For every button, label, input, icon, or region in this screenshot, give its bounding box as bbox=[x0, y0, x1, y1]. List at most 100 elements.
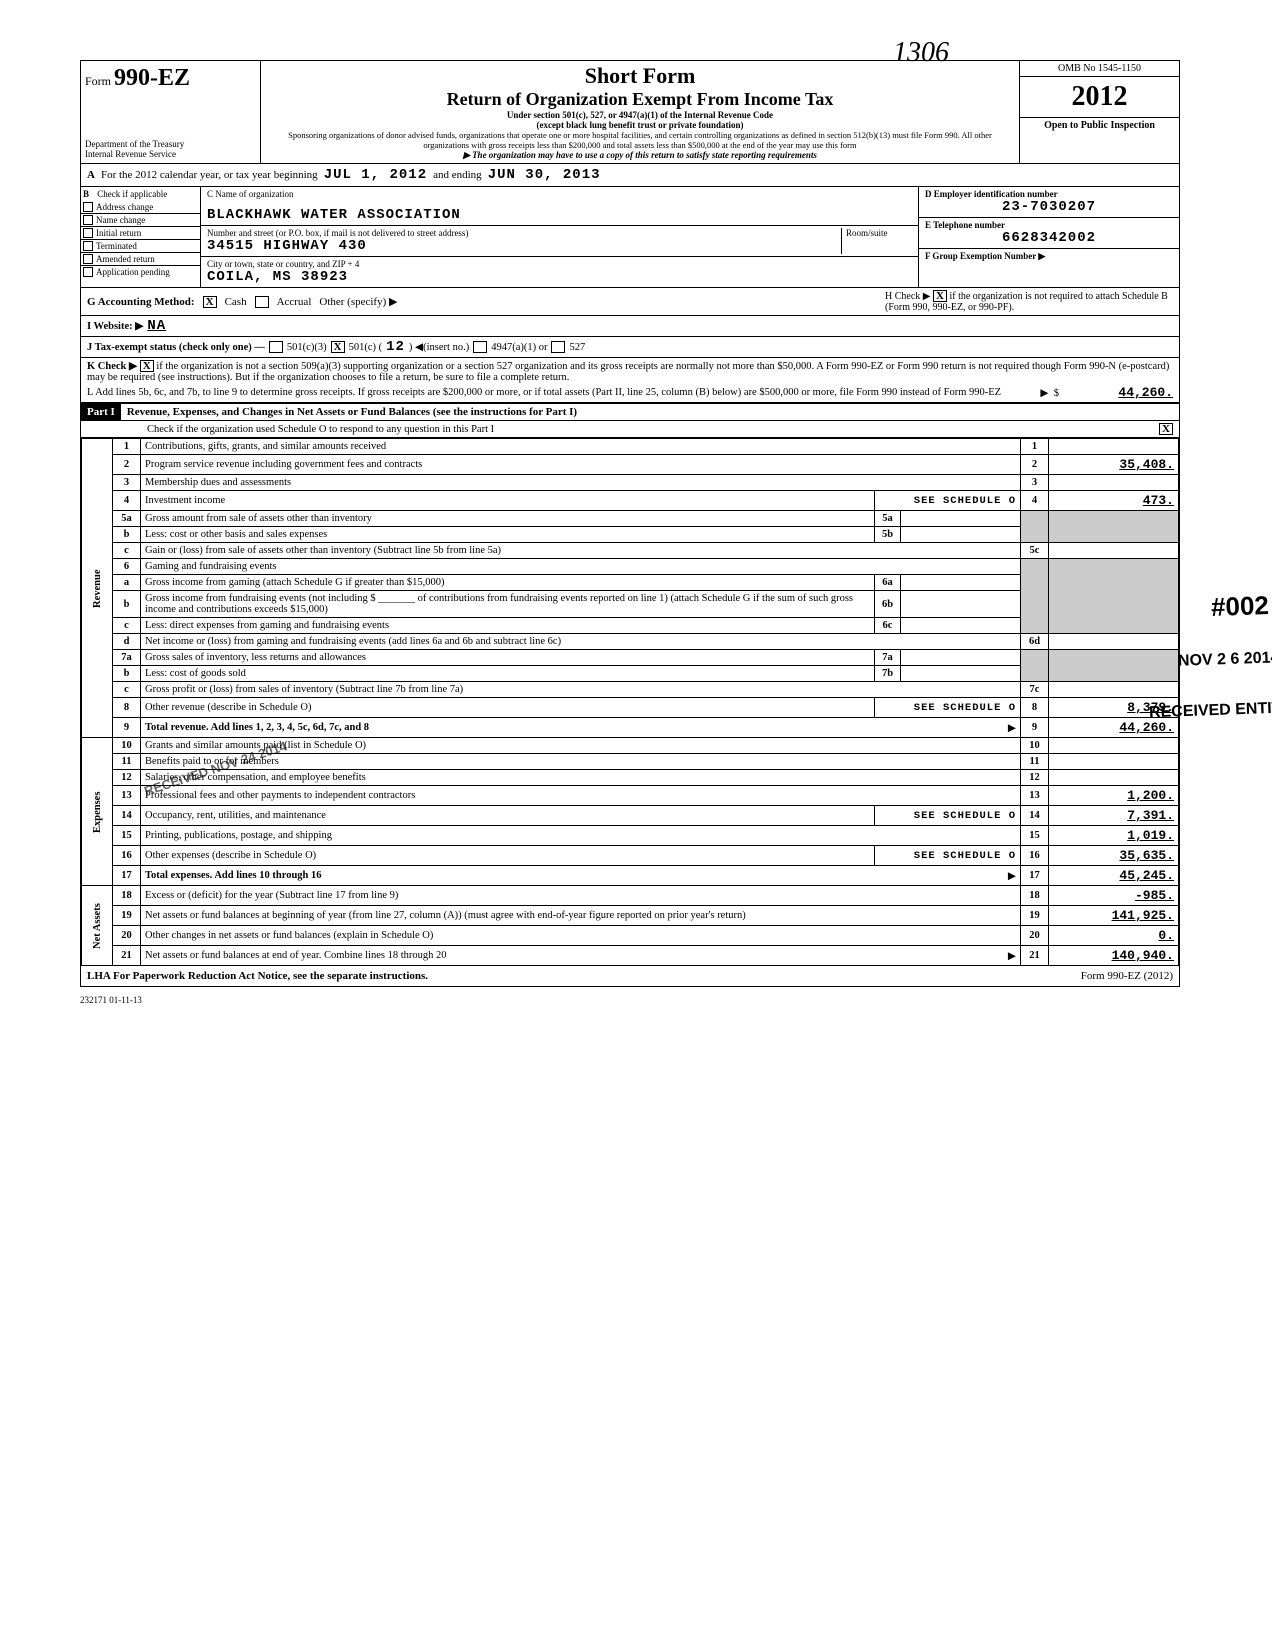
city-label: City or town, state or country, and ZIP … bbox=[207, 259, 912, 269]
table-row: aGross income from gaming (attach Schedu… bbox=[82, 575, 1179, 591]
chk-h[interactable] bbox=[933, 290, 947, 302]
form-header: Form 990-EZ Department of the Treasury I… bbox=[81, 61, 1179, 164]
table-row: Net Assets 18Excess or (deficit) for the… bbox=[82, 886, 1179, 906]
chk-app-pending[interactable] bbox=[83, 267, 93, 277]
chk-4947[interactable] bbox=[473, 341, 487, 353]
table-row: 17Total expenses. Add lines 10 through 1… bbox=[82, 866, 1179, 886]
footer-lha: LHA For Paperwork Reduction Act Notice, … bbox=[87, 970, 428, 982]
org-name: BLACKHAWK WATER ASSOCIATION bbox=[207, 207, 912, 223]
subtitle-4: The organization may have to use a copy … bbox=[267, 150, 1013, 161]
form-number: 990-EZ bbox=[114, 65, 190, 91]
table-row: 20Other changes in net assets or fund ba… bbox=[82, 926, 1179, 946]
part1-label: Part I bbox=[81, 404, 121, 420]
line-i-label: I Website: ▶ bbox=[87, 320, 143, 332]
table-row: 8Other revenue (describe in Schedule O)S… bbox=[82, 698, 1179, 718]
opt-name: Name change bbox=[96, 215, 145, 225]
line-l-text: L Add lines 5b, 6c, and 7b, to line 9 to… bbox=[87, 387, 1036, 398]
table-row: 5aGross amount from sale of assets other… bbox=[82, 511, 1179, 527]
table-row: 13Professional fees and other payments t… bbox=[82, 786, 1179, 806]
part1-title: Revenue, Expenses, and Changes in Net As… bbox=[121, 404, 583, 420]
box-e-label: E Telephone number bbox=[925, 220, 1005, 230]
table-row: bLess: cost or other basis and sales exp… bbox=[82, 527, 1179, 543]
box-b-label: Check if applicable bbox=[97, 189, 167, 199]
chk-accrual[interactable] bbox=[255, 296, 269, 308]
website: NA bbox=[147, 318, 166, 334]
table-row: Revenue 1Contributions, gifts, grants, a… bbox=[82, 439, 1179, 455]
line-i: I Website: ▶ NA bbox=[81, 316, 1179, 337]
chk-k[interactable] bbox=[140, 360, 154, 372]
addr-label: Number and street (or P.O. box, if mail … bbox=[207, 228, 837, 238]
side-revenue: Revenue bbox=[82, 439, 113, 738]
opt-terminated: Terminated bbox=[96, 241, 137, 251]
chk-527[interactable] bbox=[551, 341, 565, 353]
table-row: 4Investment incomeSEE SCHEDULE O4473. bbox=[82, 491, 1179, 511]
section-bcdef: B Check if applicable Address change Nam… bbox=[81, 187, 1179, 288]
line-k-text: K Check ▶ bbox=[87, 361, 137, 372]
chk-terminated[interactable] bbox=[83, 241, 93, 251]
table-row: 15Printing, publications, postage, and s… bbox=[82, 826, 1179, 846]
chk-address-change[interactable] bbox=[83, 202, 93, 212]
j-insert: ) ◀(insert no.) bbox=[409, 341, 469, 353]
j-501c3: 501(c)(3) bbox=[287, 342, 327, 353]
table-row: dNet income or (loss) from gaming and fu… bbox=[82, 634, 1179, 650]
box-c-label: C Name of organization bbox=[207, 189, 912, 199]
row-gh: G Accounting Method: Cash Accrual Other … bbox=[81, 288, 1179, 316]
telephone: 6628342002 bbox=[925, 230, 1173, 246]
part1-table: Revenue 1Contributions, gifts, grants, a… bbox=[81, 438, 1179, 966]
org-city: COILA, MS 38923 bbox=[207, 269, 912, 285]
row-a-mid: and ending bbox=[433, 169, 482, 181]
stamp-nov26: NOV 2 6 2014 bbox=[1177, 649, 1272, 671]
chk-initial-return[interactable] bbox=[83, 228, 93, 238]
table-row: 2Program service revenue including gover… bbox=[82, 455, 1179, 475]
table-row: bGross income from fundraising events (n… bbox=[82, 591, 1179, 618]
table-row: 6Gaming and fundraising events bbox=[82, 559, 1179, 575]
j-527: 527 bbox=[569, 342, 585, 353]
j-4947: 4947(a)(1) or bbox=[491, 342, 547, 353]
box-d-label: D Employer identification number bbox=[925, 189, 1058, 199]
table-row: 14Occupancy, rent, utilities, and mainte… bbox=[82, 806, 1179, 826]
table-row: cLess: direct expenses from gaming and f… bbox=[82, 618, 1179, 634]
box-b: B Check if applicable Address change Nam… bbox=[81, 187, 201, 287]
table-row: 3Membership dues and assessments3 bbox=[82, 475, 1179, 491]
year-begin: JUL 1, 2012 bbox=[324, 167, 427, 183]
table-row: cGross profit or (loss) from sales of in… bbox=[82, 682, 1179, 698]
handwritten-1306: 1306 bbox=[893, 37, 949, 69]
part1-check-row: Check if the organization used Schedule … bbox=[81, 421, 1179, 438]
side-expenses: Expenses bbox=[82, 738, 113, 886]
line-j-label: J Tax-exempt status (check only one) — bbox=[87, 342, 265, 353]
chk-amended[interactable] bbox=[83, 254, 93, 264]
form-990ez: 1306 Form 990-EZ Department of the Treas… bbox=[80, 60, 1180, 987]
dept-treasury: Department of the Treasury bbox=[85, 139, 256, 149]
box-c: C Name of organization BLACKHAWK WATER A… bbox=[201, 187, 919, 287]
line-h-text: H Check ▶ bbox=[885, 291, 930, 302]
footer-formref: Form 990-EZ (2012) bbox=[1081, 970, 1173, 982]
accrual-label: Accrual bbox=[277, 296, 312, 308]
header-left: Form 990-EZ Department of the Treasury I… bbox=[81, 61, 261, 163]
footer-code: 232171 01-11-13 bbox=[80, 995, 1212, 1005]
line-g-label: G Accounting Method: bbox=[87, 296, 195, 308]
chk-cash[interactable] bbox=[203, 296, 217, 308]
omb-number: OMB No 1545-1150 bbox=[1020, 61, 1179, 77]
box-def: D Employer identification number 23-7030… bbox=[919, 187, 1179, 287]
table-row: 16Other expenses (describe in Schedule O… bbox=[82, 846, 1179, 866]
chk-part1-scho[interactable] bbox=[1159, 423, 1173, 435]
part1-header: Part I Revenue, Expenses, and Changes in… bbox=[81, 403, 1179, 421]
chk-501c[interactable] bbox=[331, 341, 345, 353]
table-row: 19Net assets or fund balances at beginni… bbox=[82, 906, 1179, 926]
table-row: 12Salaries, other compensation, and empl… bbox=[82, 770, 1179, 786]
table-row: 7aGross sales of inventory, less returns… bbox=[82, 650, 1179, 666]
chk-501c3[interactable] bbox=[269, 341, 283, 353]
j-501c: 501(c) ( bbox=[349, 342, 383, 353]
line-l: L Add lines 5b, 6c, and 7b, to line 9 to… bbox=[81, 383, 1179, 403]
dept-irs: Internal Revenue Service bbox=[85, 149, 256, 159]
side-netassets: Net Assets bbox=[82, 886, 113, 966]
table-row: 21Net assets or fund balances at end of … bbox=[82, 946, 1179, 966]
table-row: cGain or (loss) from sale of assets othe… bbox=[82, 543, 1179, 559]
subtitle-1: Under section 501(c), 527, or 4947(a)(1)… bbox=[267, 110, 1013, 120]
chk-name-change[interactable] bbox=[83, 215, 93, 225]
j-501c-num: 12 bbox=[386, 339, 405, 355]
header-center: Short Form Return of Organization Exempt… bbox=[261, 61, 1019, 163]
org-address: 34515 HIGHWAY 430 bbox=[207, 238, 837, 254]
line-k: K Check ▶ if the organization is not a s… bbox=[81, 358, 1179, 383]
table-row: 9Total revenue. Add lines 1, 2, 3, 4, 5c… bbox=[82, 718, 1179, 738]
